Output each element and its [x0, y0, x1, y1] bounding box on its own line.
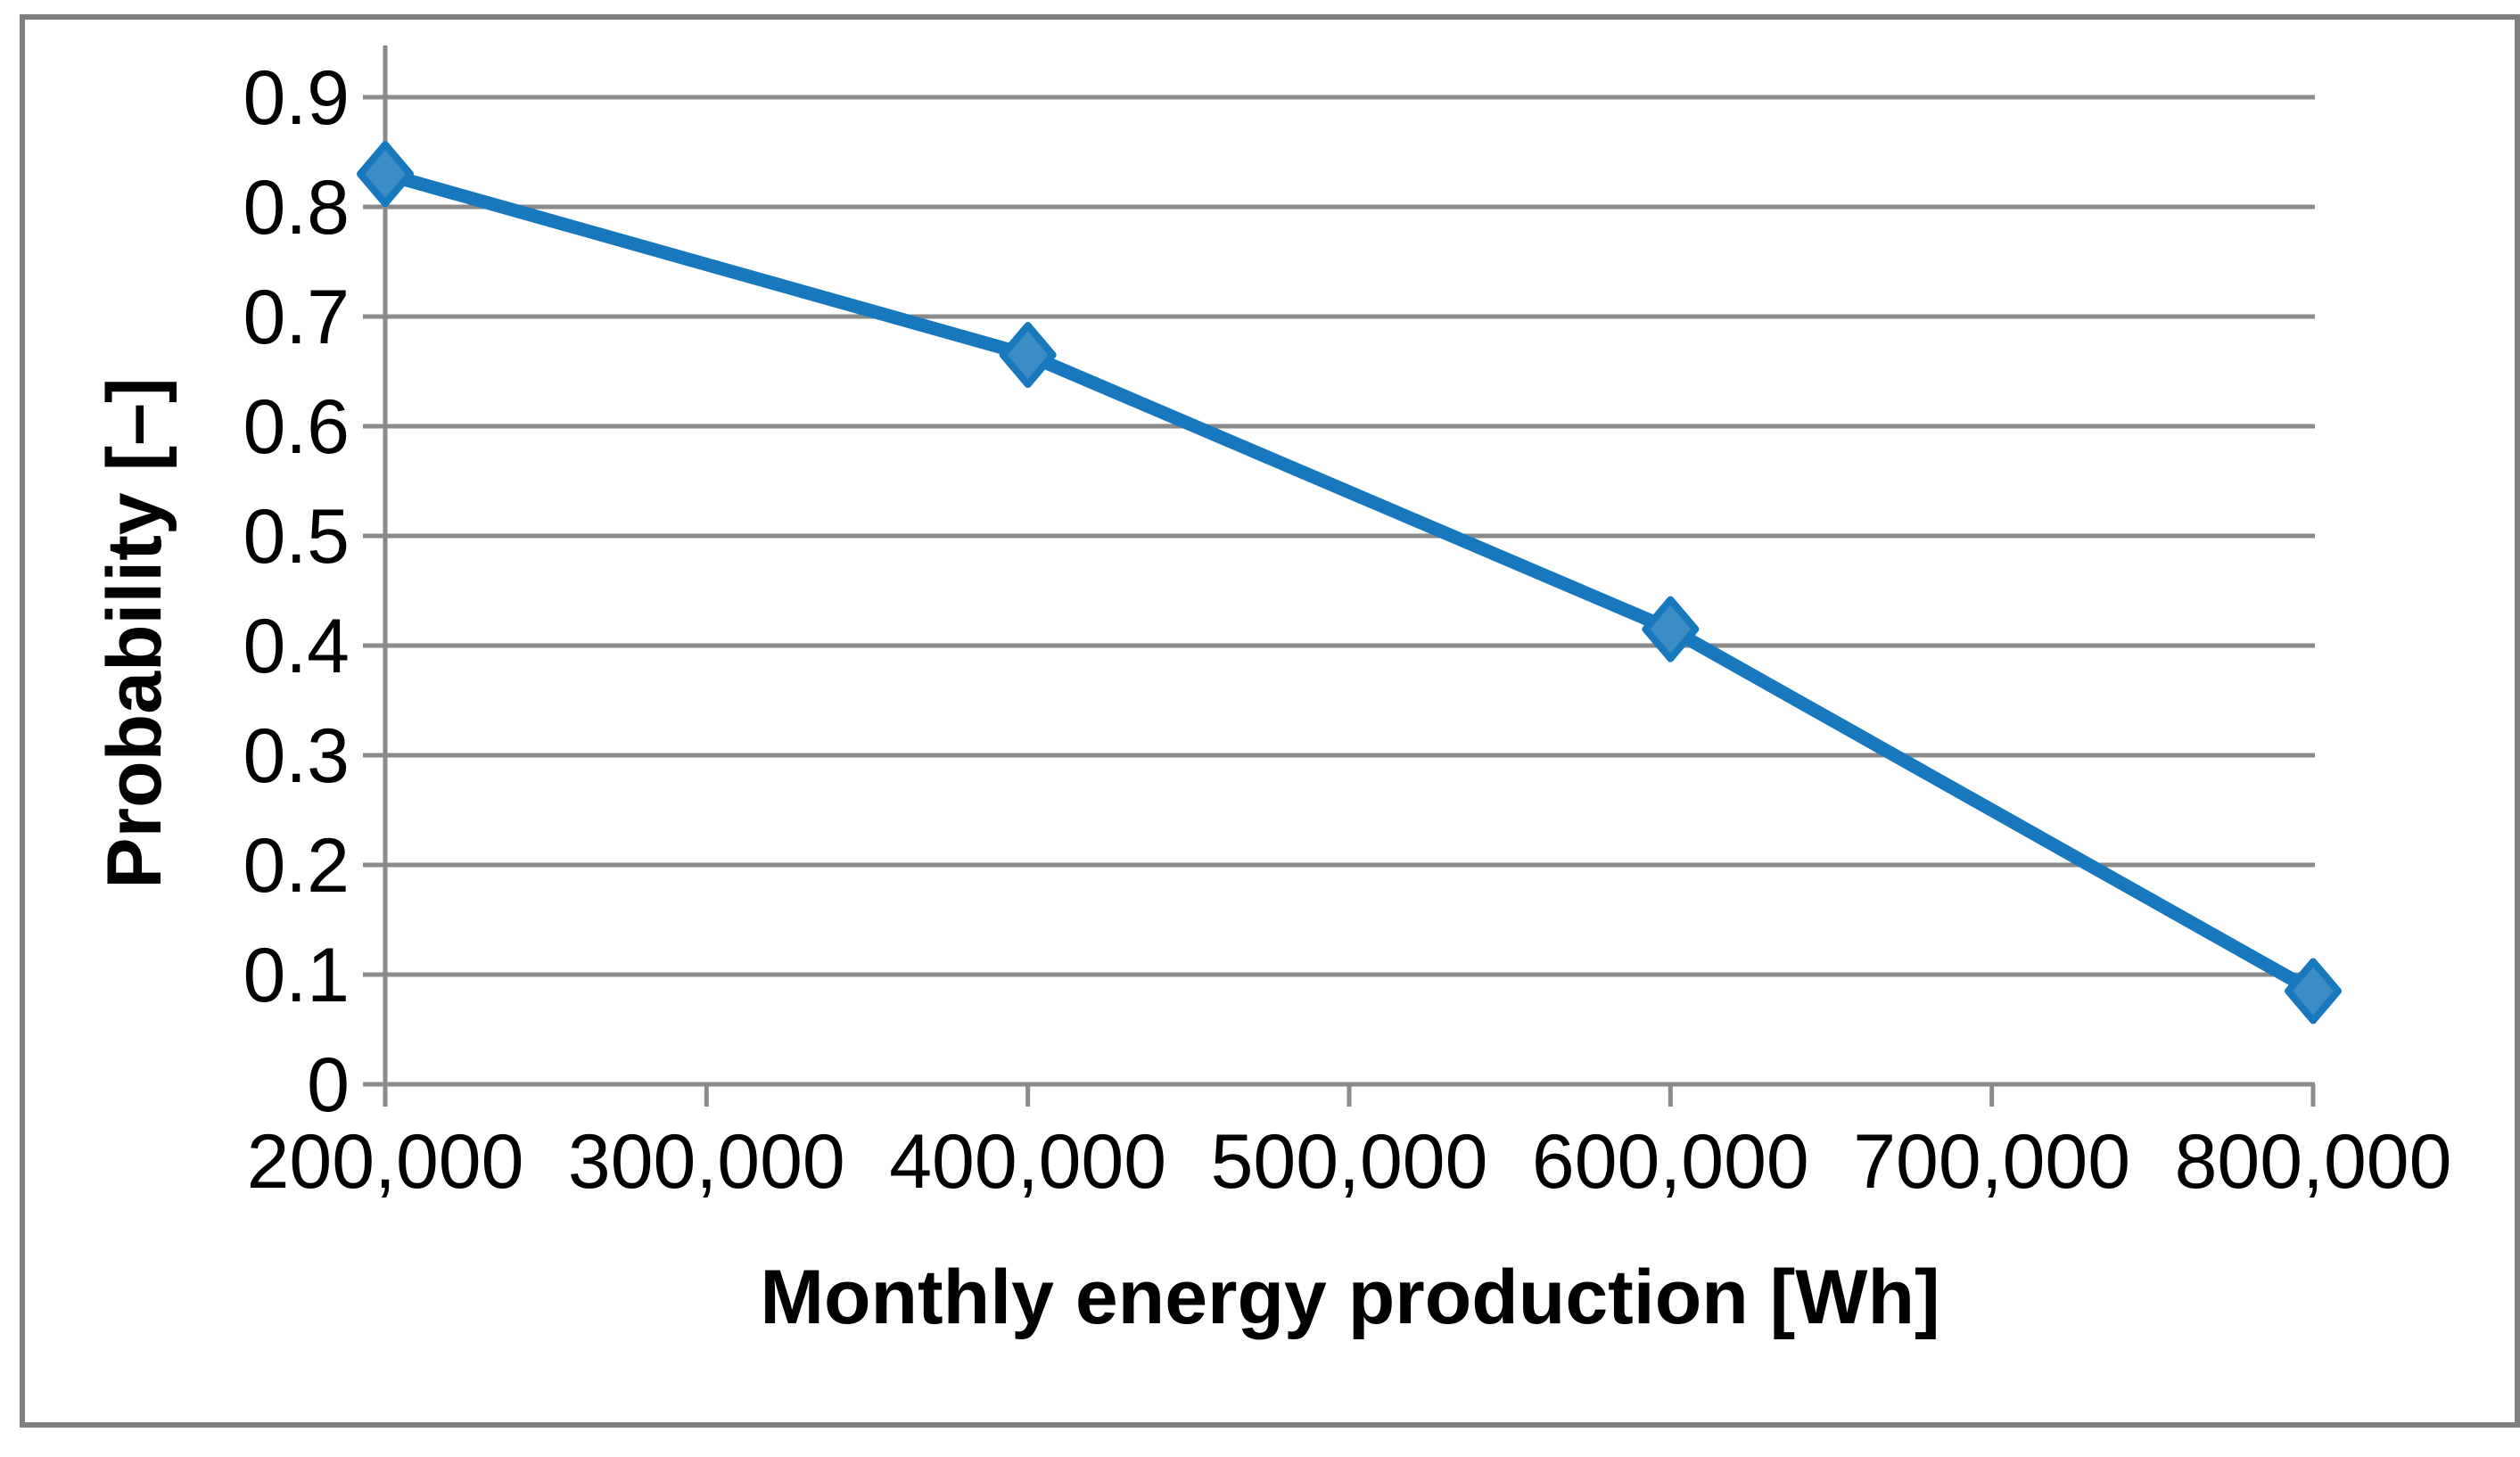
y-axis-title: Probability [–]: [92, 377, 177, 888]
x-tick-label: 500,000: [1211, 1119, 1488, 1205]
y-axis-tick-labels: 0 0.1 0.2 0.3 0.4 0.5 0.6 0.7 0.8 0.9: [243, 55, 350, 1128]
axes: [383, 45, 2315, 1087]
x-axis-title: Monthly energy production [Wh]: [760, 1255, 1939, 1340]
y-tick-label: 0.8: [243, 165, 350, 251]
y-tick-label: 0.6: [243, 384, 350, 470]
y-tick-label: 0.1: [243, 933, 350, 1018]
series-line: [378, 167, 2320, 998]
y-tick-label: 0.3: [243, 713, 350, 799]
figure-border: [20, 14, 2520, 1428]
data-point-marker: [1642, 596, 1700, 663]
y-tick-label: 0.2: [243, 823, 350, 909]
gridlines: [385, 95, 2315, 977]
y-tick-label: 0.9: [243, 55, 350, 141]
x-tick-label: 400,000: [889, 1119, 1166, 1205]
x-tick-label: 300,000: [568, 1119, 845, 1205]
tick-marks: [363, 95, 2316, 1107]
x-axis-tick-labels: 200,000 300,000 400,000 500,000 600,000 700,0…: [247, 1119, 2452, 1205]
data-point-marker: [357, 141, 414, 208]
data-point-marker: [2285, 958, 2342, 1025]
y-tick-label: 0.5: [243, 494, 350, 580]
y-tick-label: 0.4: [243, 604, 350, 689]
x-tick-label: 200,000: [247, 1119, 524, 1205]
x-tick-label: 800,000: [2175, 1119, 2452, 1205]
data-point-marker: [999, 322, 1057, 389]
y-tick-label: 0.7: [243, 275, 350, 360]
x-tick-label: 600,000: [1532, 1119, 1809, 1205]
x-tick-label: 700,000: [1853, 1119, 2130, 1205]
y-tick-label: 0: [307, 1042, 350, 1128]
data-series: [357, 141, 2342, 1025]
